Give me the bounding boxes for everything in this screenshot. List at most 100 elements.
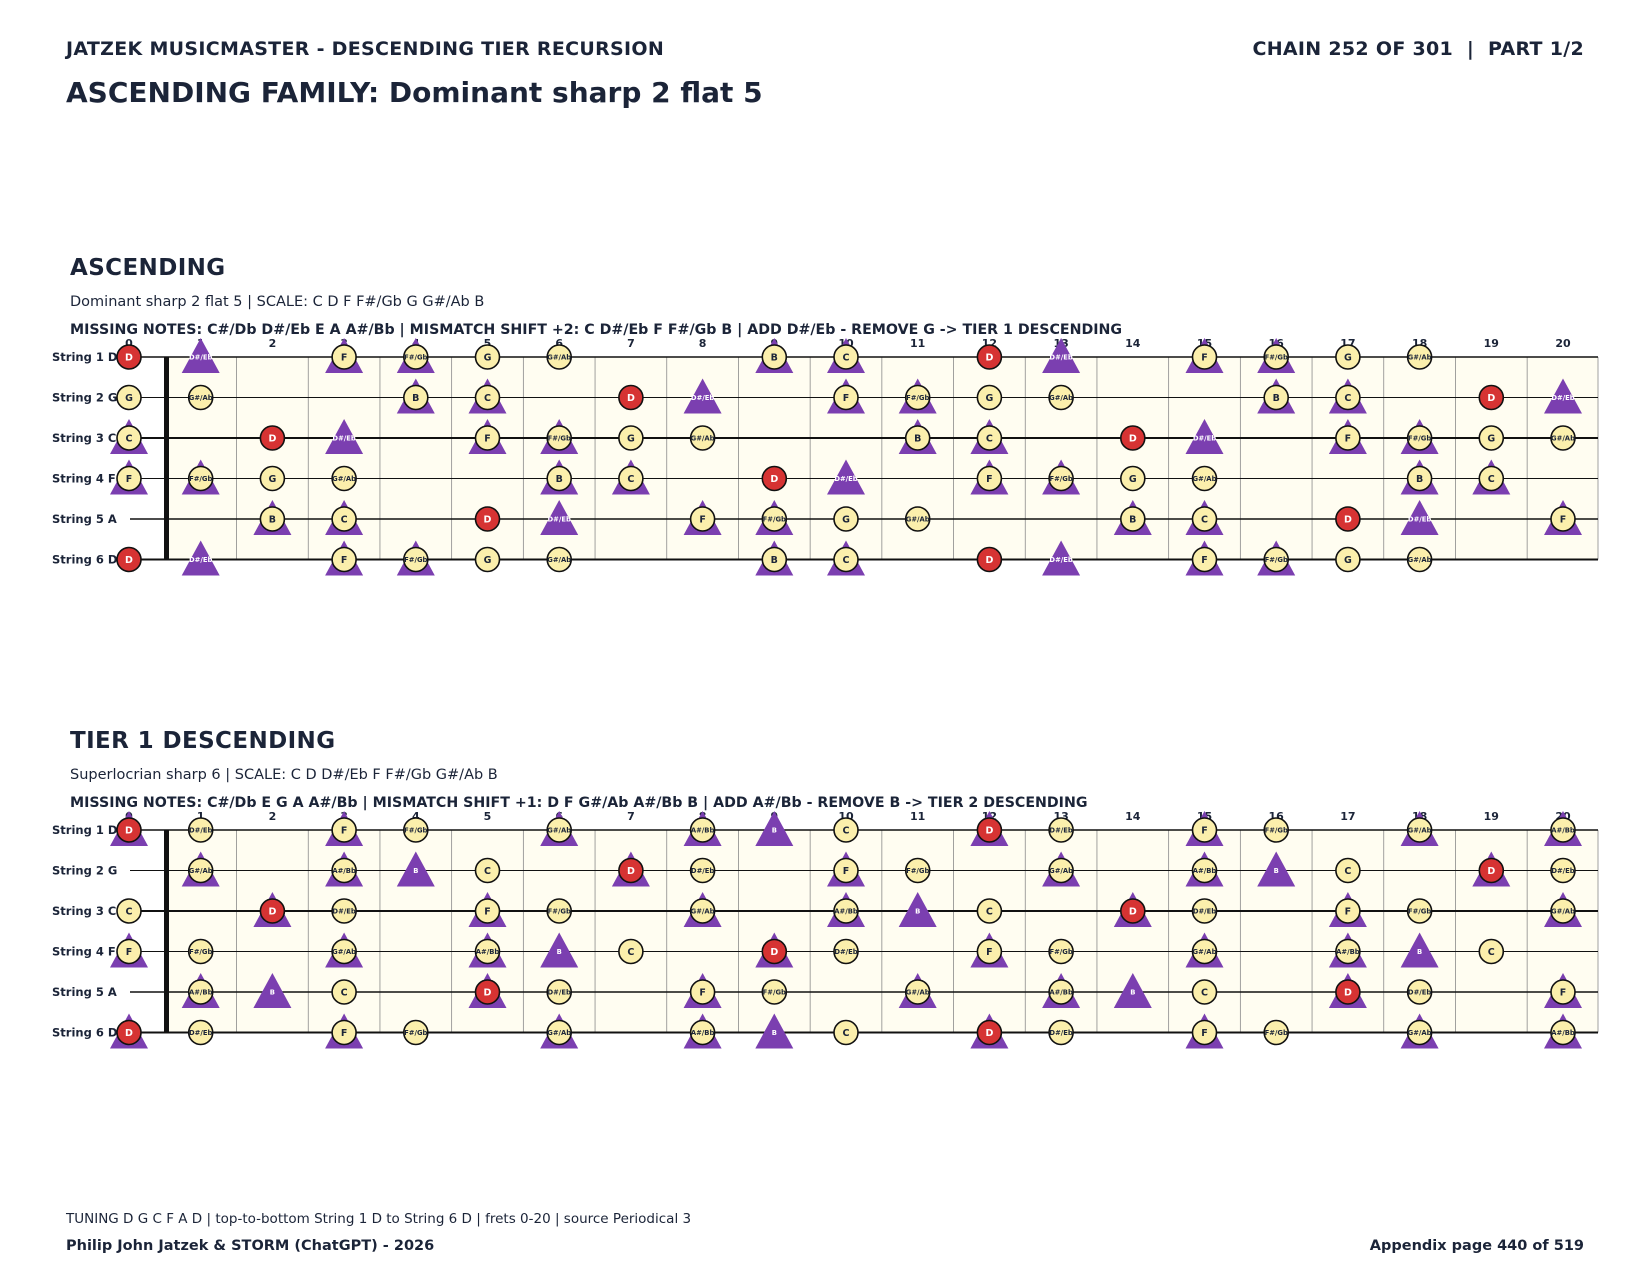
string-label: String 4 F <box>52 472 116 486</box>
fret-number: 11 <box>910 337 925 350</box>
scale-note-circle <box>116 938 142 965</box>
note-label: B <box>557 948 562 956</box>
note-mark: B <box>540 459 579 495</box>
note-label: D#/Eb <box>332 908 355 916</box>
scale-note-circle <box>833 938 859 965</box>
note-mark: D <box>116 546 142 573</box>
scale-note-circle <box>689 425 716 451</box>
note-mark: A#/Bb <box>468 932 507 968</box>
note-mark: G#/Ab <box>1544 892 1582 927</box>
section-title-tier-1-descending: TIER 1 DESCENDING <box>70 728 336 754</box>
scale-note-circle <box>904 506 931 532</box>
note-mark: G#/Ab <box>331 465 357 492</box>
note-label: D <box>268 434 276 445</box>
note-mark: D#/Eb <box>187 817 214 843</box>
scale-note-circle <box>331 817 357 843</box>
root-note-circle <box>1335 506 1361 532</box>
scale-note-circle <box>689 857 716 884</box>
scale-note-circle <box>1335 898 1361 924</box>
note-label: D <box>125 353 133 364</box>
note-mark: G#/Ab <box>546 344 573 370</box>
note-mark: G#/Ab <box>325 932 364 968</box>
root-note-circle <box>259 898 286 924</box>
note-mark: F#/Gb <box>1263 817 1289 843</box>
note-label: C <box>126 434 133 445</box>
note-label: F <box>126 947 133 958</box>
note-label: G#/Ab <box>691 435 715 443</box>
root-note-circle <box>116 817 142 843</box>
note-label: G#/Ab <box>547 1029 571 1037</box>
section-title-ascending: ASCENDING <box>70 255 226 281</box>
scale-note-circle <box>761 979 788 1005</box>
note-mark: G <box>976 384 1003 411</box>
scale-note-circle <box>1048 979 1074 1005</box>
scale-note-circle <box>1048 857 1074 884</box>
scale-note-circle <box>1406 546 1433 573</box>
note-label: F#/Gb <box>189 475 212 483</box>
note-mark: F#/Gb <box>1263 1019 1289 1046</box>
note-mark: F <box>468 892 507 927</box>
note-label: D <box>1487 393 1495 404</box>
note-mark: D#/Eb <box>1042 540 1081 576</box>
note-mark: B <box>755 540 794 576</box>
added-note-triangle <box>1185 419 1224 454</box>
note-mark: F#/Gb <box>1406 898 1433 924</box>
scale-note-circle <box>402 817 429 843</box>
note-mark: F <box>1328 892 1367 927</box>
note-mark: D <box>253 892 292 927</box>
root-note-circle <box>976 817 1003 843</box>
scale-note-circle <box>1120 465 1146 492</box>
header-title: JATZEK MUSICMASTER - DESCENDING TIER REC… <box>66 38 665 60</box>
note-mark: C <box>116 898 142 924</box>
added-note-triangle <box>540 932 579 968</box>
note-mark: F <box>1185 1013 1224 1049</box>
note-label: D#/Eb <box>834 475 857 483</box>
note-mark: B <box>755 1013 794 1049</box>
note-mark: C <box>827 338 865 373</box>
note-mark: D <box>1113 892 1152 927</box>
added-note-triangle <box>540 500 579 535</box>
note-label: D#/Eb <box>1408 989 1431 997</box>
note-label: G <box>484 353 492 364</box>
note-mark: F#/Gb <box>396 338 435 373</box>
note-label: D <box>1344 515 1352 526</box>
note-label: C <box>1344 393 1351 404</box>
note-label: G <box>1344 353 1352 364</box>
note-label: B <box>771 555 778 566</box>
root-note-circle <box>761 938 788 965</box>
note-label: D#/Eb <box>1049 1029 1072 1037</box>
note-label: F <box>1201 826 1208 837</box>
note-label: F <box>843 393 850 404</box>
scale-note-circle <box>1550 425 1576 451</box>
root-note-circle <box>1478 384 1505 411</box>
note-label: F#/Gb <box>404 1029 427 1037</box>
page-title: ASCENDING FAMILY: Dominant sharp 2 flat … <box>66 76 763 109</box>
note-mark: A#/Bb <box>1042 973 1081 1008</box>
note-label: B <box>412 393 419 404</box>
note-mark: G <box>618 425 644 451</box>
added-note-triangle <box>898 892 937 927</box>
note-mark: F <box>683 500 722 535</box>
scale-note-circle <box>1048 817 1074 843</box>
scale-note-circle <box>1191 546 1218 573</box>
note-label: D <box>484 515 492 526</box>
note-label: G#/Ab <box>547 827 571 835</box>
root-note-circle <box>976 1019 1003 1046</box>
scale-note-circle <box>546 465 573 492</box>
added-note-triangle <box>1042 540 1081 576</box>
note-mark: A#/Bb <box>1328 932 1367 968</box>
scale-note-circle <box>1191 979 1218 1005</box>
root-note-circle <box>116 1019 142 1046</box>
note-mark: F <box>683 973 722 1008</box>
fret-number: 20 <box>1555 337 1571 350</box>
note-mark: D#/Eb <box>1048 1019 1074 1046</box>
note-mark: B <box>1113 973 1152 1008</box>
scale-note-circle <box>187 1019 214 1046</box>
scale-note-circle <box>833 817 859 843</box>
note-mark: C <box>618 938 644 965</box>
note-mark: D#/Eb <box>540 500 579 535</box>
note-mark: F#/Gb <box>898 378 937 414</box>
added-note-triangle <box>1257 851 1296 887</box>
note-label: C <box>341 515 348 526</box>
added-note-triangle <box>755 1013 794 1049</box>
